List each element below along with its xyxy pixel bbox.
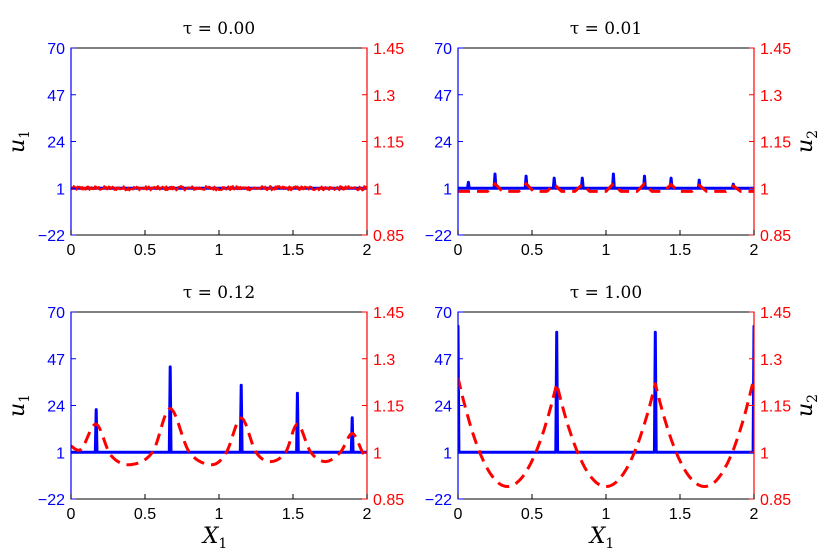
y-right-tick-label: 0.85: [760, 228, 791, 245]
x-tick-label: 0.5: [521, 242, 543, 259]
y-left-label: u1: [5, 394, 33, 417]
y-right-tick-label: 1: [373, 181, 382, 198]
u2-series-line: [71, 407, 367, 467]
y-left-label: u1: [5, 130, 33, 153]
y-right-tick-label: 1.15: [373, 399, 404, 416]
y-right-tick-label: 1.45: [760, 305, 791, 322]
axes-frame: [457, 47, 755, 236]
plot-area: [458, 172, 754, 193]
x-tick-label: 0.5: [134, 506, 156, 523]
y-left-tick-label: −22: [38, 228, 65, 245]
y-left-tick-label: 70: [434, 305, 452, 322]
chart-title: τ = 0.00: [183, 19, 255, 39]
u1-series-line: [458, 172, 754, 190]
u1-series-line: [71, 365, 367, 454]
y-left-tick-label: −22: [38, 492, 65, 509]
panel-3: τ = 0.12 0 0.5 1 1.5 2 −22 1 24 47 70 0.85 1 1.15 1.3 1…: [5, 283, 404, 552]
y-right-tick-label: 1.15: [373, 135, 404, 152]
y-right-tick-label: 1: [760, 181, 769, 198]
y-left-tick-label: 1: [443, 181, 452, 198]
y-left-tick-label: 1: [56, 181, 65, 198]
y-right-tick-label: 1.45: [373, 41, 404, 58]
x-tick-label: 0.5: [521, 506, 543, 523]
y-left-tick-label: 24: [47, 399, 65, 416]
x-tick-label: 0: [454, 506, 463, 523]
chart-title: τ = 0.01: [570, 19, 642, 39]
axes-frame: [70, 47, 368, 236]
panel-2: τ = 0.01 0 0.5 1 1.5 2 −22 1 24 47 70 0.85 1 1.15 1.3 1…: [425, 19, 821, 259]
x-tick-label: 0.5: [134, 242, 156, 259]
y-left-tick-label: 47: [47, 352, 65, 369]
x-tick-label: 0: [67, 506, 76, 523]
x-tick-label: 1.5: [669, 506, 691, 523]
x-tick-label: 0: [67, 242, 76, 259]
y-right-tick-label: 1.15: [760, 399, 791, 416]
y-left-tick-label: 70: [47, 41, 65, 58]
y-right-tick-label: 1.3: [760, 88, 782, 105]
x-tick-label: 2: [363, 506, 372, 523]
x-tick-label: 1: [215, 242, 224, 259]
y-right-tick-label: 1.3: [373, 352, 395, 369]
x-tick-label: 1: [602, 506, 611, 523]
y-left-tick-label: 24: [434, 135, 452, 152]
x-tick-label: 1.5: [282, 506, 304, 523]
y-left-tick-label: −22: [425, 228, 452, 245]
y-left-tick-label: 70: [47, 305, 65, 322]
plot-area: [71, 365, 367, 467]
y-right-tick-label: 0.85: [760, 492, 791, 509]
y-right-tick-label: 1.3: [760, 352, 782, 369]
u1-series-line: [458, 324, 754, 454]
y-left-tick-label: 70: [434, 41, 452, 58]
y-left-tick-label: −22: [425, 492, 452, 509]
u2-series-line: [71, 185, 367, 192]
y-left-tick-label: 47: [47, 88, 65, 105]
x-label: X1: [588, 524, 615, 552]
y-left-tick-label: 47: [434, 352, 452, 369]
chart-title: τ = 1.00: [570, 283, 642, 303]
y-right-tick-label: 1: [373, 445, 382, 462]
y-left-tick-label: 1: [56, 445, 65, 462]
plot-area: [71, 185, 367, 192]
panel-1: τ = 0.00 0 0.5 1 1.5 2 −22 1 24 47 70 0.85 1 1.15 1.3 1…: [5, 19, 404, 259]
y-right-label: u2: [793, 394, 821, 417]
y-left-tick-label: 24: [434, 399, 452, 416]
x-tick-label: 0: [454, 242, 463, 259]
chart-title: τ = 0.12: [183, 283, 255, 303]
y-right-tick-label: 1.3: [373, 88, 395, 105]
panel-4: τ = 1.00 0 0.5 1 1.5 2 −22 1 24 47 70 0.85 1 1.15 1.3 1…: [425, 283, 821, 552]
x-tick-label: 2: [750, 242, 759, 259]
y-right-tick-label: 0.85: [373, 492, 404, 509]
plot-area: [458, 324, 754, 488]
x-tick-label: 1.5: [669, 242, 691, 259]
u2-series-line: [458, 377, 754, 488]
y-left-tick-label: 47: [434, 88, 452, 105]
y-right-tick-label: 1.45: [760, 41, 791, 58]
x-label: X1: [201, 524, 228, 552]
x-tick-label: 1: [602, 242, 611, 259]
u2-series-line: [458, 182, 754, 193]
x-tick-label: 2: [750, 506, 759, 523]
y-right-tick-label: 1: [760, 445, 769, 462]
y-right-label: u2: [793, 130, 821, 153]
x-tick-label: 1: [215, 506, 224, 523]
y-right-tick-label: 1.45: [373, 305, 404, 322]
y-right-tick-label: 0.85: [373, 228, 404, 245]
y-left-tick-label: 24: [47, 135, 65, 152]
y-right-tick-label: 1.15: [760, 135, 791, 152]
x-tick-label: 2: [363, 242, 372, 259]
y-left-tick-label: 1: [443, 445, 452, 462]
axes-frame: [457, 311, 755, 500]
axes-frame: [70, 311, 368, 500]
x-tick-label: 1.5: [282, 242, 304, 259]
